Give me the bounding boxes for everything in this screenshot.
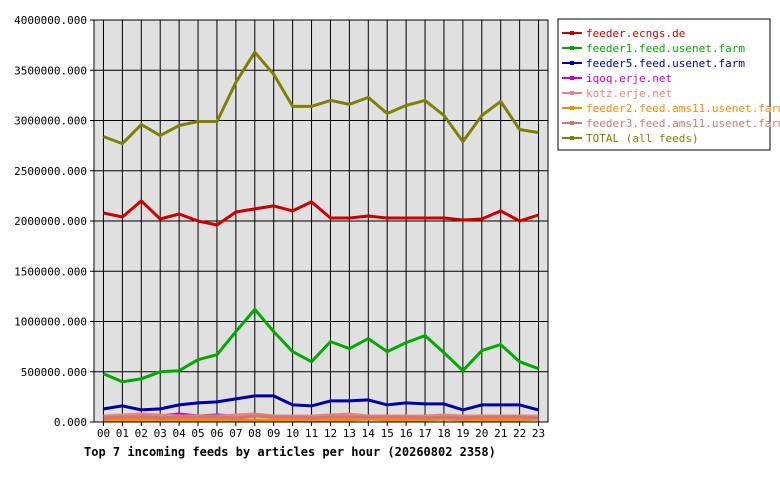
y-tick-label: 1000000.000 (14, 316, 87, 329)
legend-marker (570, 136, 574, 140)
series-line-feeder-ecngs-de (103, 199, 539, 227)
x-tick-label: 06 (210, 427, 223, 440)
legend-label: kotz.erje.net (586, 87, 672, 100)
y-tick-label: 4000000.000 (14, 14, 87, 27)
legend-marker (570, 106, 574, 110)
x-tick-label: 20 (475, 427, 488, 440)
series-line-total-all-feeds- (102, 50, 539, 146)
legend-label: feeder5.feed.usenet.farm (586, 57, 745, 70)
x-tick-label: 16 (400, 427, 413, 440)
series-line-feeder2-feed-ams11-usenet-farm (103, 417, 539, 422)
x-tick-label: 08 (248, 427, 261, 440)
y-tick-label: 3500000.000 (14, 64, 87, 77)
y-tick-label: 500000.000 (21, 366, 87, 379)
x-tick-label: 21 (494, 427, 507, 440)
x-tick-label: 04 (173, 427, 187, 440)
x-tick-label: 03 (154, 427, 167, 440)
x-tick-label: 10 (286, 427, 299, 440)
x-tick-label: 15 (381, 427, 394, 440)
legend: feeder.ecngs.de feeder1.feed.usenet.farm f… (557, 18, 780, 151)
legend-label: feeder3.feed.ams11.usenet.farm (586, 117, 780, 130)
y-tick-label: 2000000.000 (14, 215, 87, 228)
legend-marker (570, 91, 574, 95)
x-tick-label: 12 (324, 427, 337, 440)
legend-marker (570, 31, 574, 35)
x-tick-label: 17 (418, 427, 431, 440)
legend-label: feeder1.feed.usenet.farm (586, 42, 745, 55)
legend-marker (570, 76, 574, 80)
y-axis-ticks: 0.000 500000.000 1000000.000 1500000.000 200… (14, 14, 94, 429)
y-tick-label: 1500000.000 (14, 265, 87, 278)
x-tick-label: 14 (362, 427, 376, 440)
series-lines (102, 50, 540, 422)
series-line-feeder5-feed-usenet-farm (103, 394, 539, 412)
series-line-feeder1-feed-usenet-farm (102, 307, 540, 384)
y-tick-label: 2500000.000 (14, 165, 87, 178)
y-tick-label: 0.000 (54, 416, 87, 429)
x-tick-label: 02 (135, 427, 148, 440)
x-tick-label: 05 (191, 427, 204, 440)
x-tick-label: 09 (267, 427, 280, 440)
x-tick-label: 07 (229, 427, 242, 440)
x-tick-label: 22 (513, 427, 526, 440)
legend-marker (570, 121, 574, 125)
chart-title: Top 7 incoming feeds by articles per hou… (84, 445, 496, 459)
x-tick-label: 11 (305, 427, 318, 440)
x-tick-label: 01 (116, 427, 129, 440)
x-tick-label: 13 (343, 427, 356, 440)
legend-label: feeder2.feed.ams11.usenet.farm (586, 102, 780, 115)
legend-label: feeder.ecngs.de (586, 27, 685, 40)
x-tick-label: 23 (532, 427, 545, 440)
legend-label: TOTAL (all feeds) (586, 132, 699, 145)
x-tick-label: 00 (97, 427, 110, 440)
legend-label: iqoq.erje.net (586, 72, 672, 85)
legend-box (557, 18, 771, 151)
grid (94, 19, 548, 423)
x-axis-ticks: 00 01 02 03 04 05 06 07 08 09 10 11 12 13 14 15 16 17 18 19… (97, 422, 545, 440)
x-tick-label: 19 (456, 427, 469, 440)
y-tick-label: 3000000.000 (14, 115, 87, 128)
series-line-feeder3-feed-ams11-usenet-farm (103, 414, 539, 420)
x-tick-label: 18 (437, 427, 450, 440)
legend-marker (570, 46, 574, 50)
legend-marker (570, 61, 574, 65)
